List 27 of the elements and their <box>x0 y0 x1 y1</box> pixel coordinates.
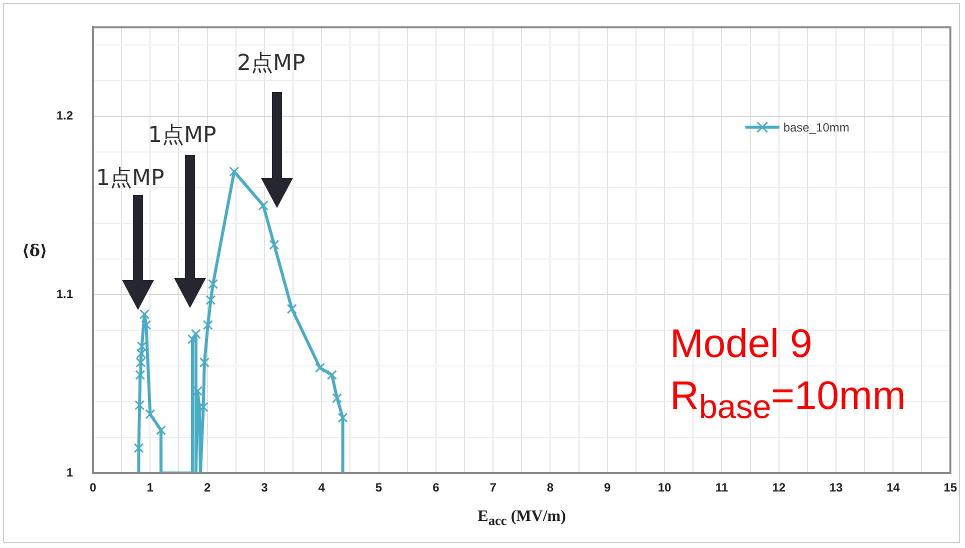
annotation: 2点MP <box>237 50 306 78</box>
x-tick-label: 5 <box>375 480 382 495</box>
annotation: 1点MP <box>148 122 216 150</box>
annotation: 1点MP <box>96 165 164 193</box>
x-tick-label: 11 <box>715 480 728 495</box>
x-tick-label: 15 <box>944 480 958 495</box>
x-tick-label: 14 <box>886 480 900 495</box>
y-tick-label: 1.2 <box>56 108 74 123</box>
annotation: R$_{base}$=10mm <box>670 374 906 427</box>
x-tick-label: 0 <box>90 480 97 495</box>
annotation: Model 9 <box>670 322 812 367</box>
legend-label: base_10mm <box>783 120 850 135</box>
x-tick-label: 4 <box>318 480 326 495</box>
x-tick-label: 13 <box>829 480 844 495</box>
x-tick-label: 1 <box>146 480 154 495</box>
x-tick-label: 7 <box>490 480 497 495</box>
x-tick-label: 9 <box>604 480 612 495</box>
x-tick-label: 2 <box>204 480 211 495</box>
x-tick-label: 6 <box>432 480 440 495</box>
y-tick-label: 1 <box>66 465 74 480</box>
x-tick-label: 10 <box>658 480 672 495</box>
x-axis-title: E$_{acc}$ (MV/m) <box>478 508 566 530</box>
y-tick-label: 1.1 <box>56 286 74 301</box>
x-tick-label: 8 <box>546 480 554 495</box>
y-axis-title: ⟨δ⟩ <box>22 240 48 260</box>
x-tick-label: 3 <box>261 480 268 495</box>
x-tick-label: 12 <box>772 480 786 495</box>
